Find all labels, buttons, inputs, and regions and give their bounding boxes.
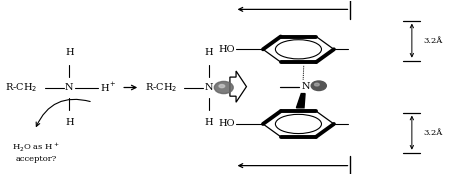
- Ellipse shape: [311, 81, 326, 90]
- Text: HO: HO: [218, 120, 235, 128]
- Text: H$^+$: H$^+$: [100, 81, 117, 94]
- Ellipse shape: [219, 85, 225, 88]
- Text: H: H: [65, 48, 73, 57]
- Text: HO: HO: [218, 45, 235, 54]
- Text: R-CH$_2$: R-CH$_2$: [145, 81, 177, 94]
- Polygon shape: [296, 94, 305, 108]
- Ellipse shape: [214, 81, 233, 94]
- Text: H: H: [204, 48, 213, 57]
- Text: N: N: [204, 83, 213, 92]
- Polygon shape: [230, 71, 246, 102]
- Ellipse shape: [315, 83, 319, 86]
- Text: 3.2Å: 3.2Å: [424, 37, 443, 45]
- Text: R-CH$_2$: R-CH$_2$: [5, 81, 37, 94]
- Text: N: N: [65, 83, 73, 92]
- Text: H: H: [204, 118, 213, 127]
- Text: 3.2Å: 3.2Å: [424, 129, 443, 137]
- Text: N: N: [301, 82, 310, 91]
- Text: H$_2$O as H$^+$
acceptor?: H$_2$O as H$^+$ acceptor?: [12, 141, 60, 163]
- Text: H: H: [65, 118, 73, 127]
